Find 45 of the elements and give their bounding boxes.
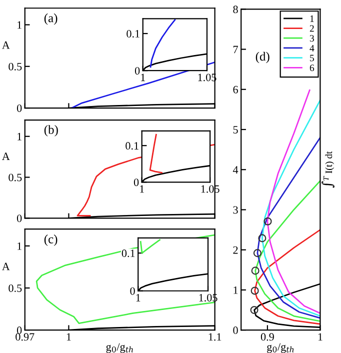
x-tick-label: 0.9 <box>260 333 274 341</box>
y-tick-label: 1 <box>18 21 22 29</box>
y-axis-title: A <box>2 262 10 270</box>
y-tick-label: 0 <box>130 287 135 295</box>
y-tick-label: 5 <box>233 126 238 134</box>
y-tick-label: 0.1 <box>126 142 138 150</box>
annotation: (a) <box>44 13 58 25</box>
y-tick-label: 1 <box>234 286 238 294</box>
y-tick-label: 0 <box>134 178 139 186</box>
y-tick-label: 4 <box>232 166 238 174</box>
y-tick-label: 0 <box>16 326 22 334</box>
x-tick-label: 1 <box>66 333 71 341</box>
y-tick-label: 0 <box>16 104 22 112</box>
y-axis-title: ∫$^{T}$ I(t) dt <box>322 151 334 188</box>
y-tick-label: 0 <box>233 326 238 334</box>
y-tick-label: 0 <box>134 67 140 75</box>
y-tick-label: 0.1 <box>122 250 135 258</box>
legend-label: 1 <box>310 15 314 22</box>
y-tick-label: 0.5 <box>8 62 22 70</box>
y-axis-title: A <box>2 41 10 49</box>
x-tick-label: 0.97 <box>16 333 34 341</box>
y-tick-label: 7 <box>233 46 238 54</box>
legend-label: 3 <box>310 35 314 42</box>
y-tick-label: 6 <box>233 86 238 94</box>
y-tick-label: 0.1 <box>126 30 140 38</box>
legend-label: 2 <box>310 25 314 32</box>
y-tick-label: 8 <box>233 6 238 14</box>
x-axis-title: g$_{0}$/g$_{th}$ <box>267 343 294 353</box>
y-tick-label: 3 <box>233 206 238 214</box>
annotation: (c) <box>44 234 58 246</box>
y-tick-label: 0 <box>16 214 22 222</box>
y-tick-label: 1 <box>18 132 22 140</box>
y-tick-label: 1 <box>18 242 22 250</box>
x-axis-title: g$_{0}$/g$_{th}$ <box>106 343 133 353</box>
y-tick-label: 2 <box>233 246 238 254</box>
y-tick-label: 0.5 <box>8 174 22 182</box>
annotation: (d) <box>256 52 270 64</box>
x-tick-label: 1.1 <box>208 333 222 341</box>
legend-label: 5 <box>310 54 314 62</box>
legend-label: 4 <box>310 44 314 52</box>
legend-label: 6 <box>310 64 314 72</box>
y-tick-label: 0.5 <box>8 284 22 292</box>
annotation: (b) <box>44 125 58 136</box>
x-tick-label: 1 <box>318 333 322 341</box>
y-axis-title: A <box>2 152 10 160</box>
